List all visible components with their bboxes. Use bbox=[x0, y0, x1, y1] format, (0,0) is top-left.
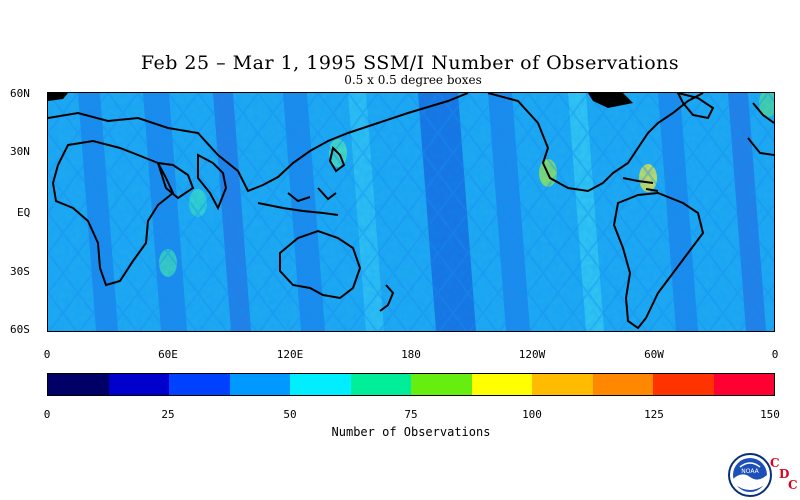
map-canvas bbox=[48, 93, 774, 331]
coast-south-america bbox=[612, 191, 705, 330]
lon-label-0: 0 bbox=[43, 348, 51, 361]
coast-new-zealand bbox=[379, 284, 395, 312]
coast-indonesia bbox=[257, 187, 339, 216]
lat-label-60s: 60S bbox=[10, 323, 30, 336]
coast-north-america bbox=[487, 93, 704, 193]
noaa-logo-text: NOAA bbox=[741, 468, 759, 475]
colorbar-swatch bbox=[411, 374, 472, 395]
colorbar-swatch bbox=[290, 374, 351, 395]
map-subtitle: 0.5 x 0.5 degree boxes bbox=[344, 73, 482, 87]
lon-label-120e: 120E bbox=[276, 348, 304, 361]
coast-arabia bbox=[156, 161, 195, 200]
lat-label-eq: EQ bbox=[17, 206, 31, 219]
sea-ice bbox=[48, 93, 633, 108]
colorbar-swatch bbox=[48, 374, 109, 395]
colorbar-swatch bbox=[108, 374, 169, 395]
observation-map bbox=[47, 92, 775, 332]
lon-label-60w: 60W bbox=[644, 348, 664, 361]
coast-africa bbox=[51, 139, 175, 287]
colorbar bbox=[47, 373, 775, 396]
lon-label-180: 180 bbox=[401, 348, 421, 361]
colorbar-label-0: 0 bbox=[43, 408, 51, 421]
lat-label-30n: 30N bbox=[10, 145, 30, 158]
colorbar-swatch bbox=[350, 374, 411, 395]
colorbar-label-75: 75 bbox=[404, 408, 418, 421]
colorbar-label-50: 50 bbox=[283, 408, 297, 421]
lon-label-0-east: 0 bbox=[771, 348, 779, 361]
cdc-letter-d: D bbox=[779, 467, 790, 481]
coast-caribbean bbox=[622, 177, 659, 192]
colorbar-swatch bbox=[471, 374, 532, 395]
lon-label-120w: 120W bbox=[518, 348, 546, 361]
coast-india bbox=[197, 153, 228, 211]
cdc-letter-c2: C bbox=[788, 478, 798, 492]
colorbar-swatch bbox=[229, 374, 290, 395]
lat-label-30s: 30S bbox=[10, 265, 30, 278]
colorbar-swatch bbox=[532, 374, 593, 395]
colorbar-title: Number of Observations bbox=[331, 425, 491, 439]
noaa-logo-icon: NOAA bbox=[728, 453, 772, 497]
colorbar-label-100: 100 bbox=[522, 408, 542, 421]
colorbar-swatch bbox=[713, 374, 774, 395]
colorbar-swatch bbox=[592, 374, 653, 395]
map-title: Feb 25 – Mar 1, 1995 SSM/I Number of Obs… bbox=[140, 52, 680, 74]
coast-greenland bbox=[676, 93, 715, 120]
coast-australia bbox=[279, 229, 362, 300]
cdc-letter-c1: C bbox=[770, 456, 780, 470]
lat-label-60n: 60N bbox=[10, 87, 30, 100]
colorbar-label-25: 25 bbox=[161, 408, 175, 421]
lon-label-60e: 60E bbox=[158, 348, 178, 361]
coastlines bbox=[48, 93, 774, 330]
colorbar-label-125: 125 bbox=[644, 408, 664, 421]
coast-eurasia bbox=[48, 93, 469, 193]
colorbar-swatch bbox=[169, 374, 230, 395]
colorbar-swatch bbox=[653, 374, 714, 395]
colorbar-label-150: 150 bbox=[760, 408, 780, 421]
coast-europe bbox=[747, 102, 774, 156]
coast-japan bbox=[328, 146, 346, 173]
